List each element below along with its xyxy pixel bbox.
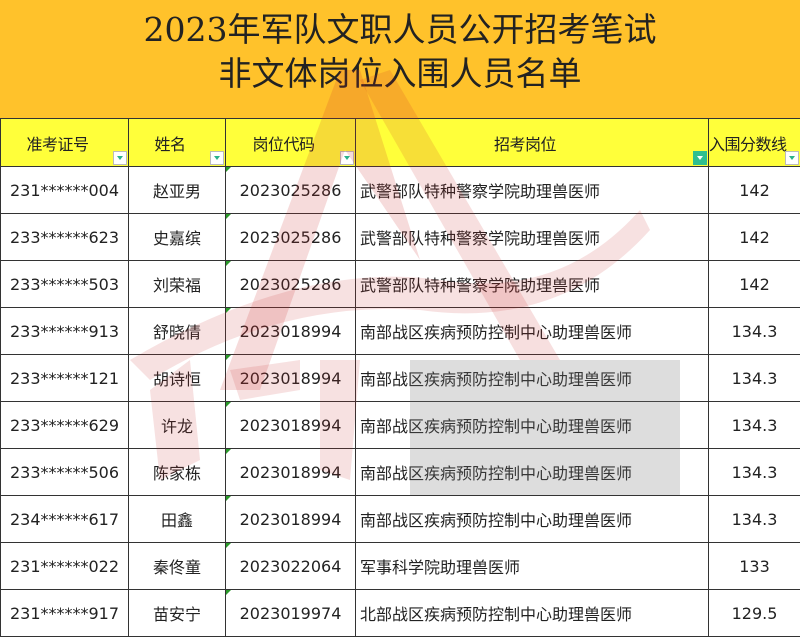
exam-id-cell[interactable]: 233******506 bbox=[1, 449, 129, 496]
name-cell[interactable]: 陈家栋 bbox=[129, 449, 226, 496]
number-as-text-indicator-icon bbox=[226, 308, 231, 313]
number-as-text-indicator-icon bbox=[226, 449, 231, 454]
score-cell[interactable]: 134.3 bbox=[709, 496, 800, 543]
post-code-cell[interactable]: 2023019974 bbox=[226, 590, 356, 637]
name-cell[interactable]: 刘荣福 bbox=[129, 261, 226, 308]
post-code-cell[interactable]: 2023022064 bbox=[226, 543, 356, 590]
score-cell[interactable]: 134.3 bbox=[709, 308, 800, 355]
number-as-text-indicator-icon bbox=[226, 355, 231, 360]
name-cell[interactable]: 秦佟童 bbox=[129, 543, 226, 590]
column-header: 岗位代码 bbox=[226, 119, 356, 167]
post-code-cell[interactable]: 2023025286 bbox=[226, 261, 356, 308]
title-line-1: 2023年军队文职人员公开招考笔试 bbox=[0, 8, 800, 52]
name-cell[interactable]: 许龙 bbox=[129, 402, 226, 449]
column-header-label: 招考岗位 bbox=[494, 135, 556, 154]
score-cell[interactable]: 142 bbox=[709, 214, 800, 261]
number-as-text-indicator-icon bbox=[226, 261, 231, 266]
score-cell[interactable]: 134.3 bbox=[709, 449, 800, 496]
post-code-cell[interactable]: 2023018994 bbox=[226, 496, 356, 543]
number-as-text-indicator-icon bbox=[226, 590, 231, 595]
job-title-cell[interactable]: 南部战区疾病预防控制中心助理兽医师 bbox=[356, 402, 709, 449]
column-header: 入围分数线 bbox=[709, 119, 800, 167]
name-cell[interactable]: 舒晓倩 bbox=[129, 308, 226, 355]
name-cell[interactable]: 苗安宁 bbox=[129, 590, 226, 637]
title-line-2: 非文体岗位入围人员名单 bbox=[0, 52, 800, 96]
job-title-cell[interactable]: 南部战区疾病预防控制中心助理兽医师 bbox=[356, 449, 709, 496]
column-header-label: 姓名 bbox=[154, 135, 185, 154]
header-row: 准考证号 姓名 岗位代码 招考岗位 入围分数线 bbox=[1, 119, 800, 167]
post-code-cell[interactable]: 2023018994 bbox=[226, 355, 356, 402]
job-title-cell[interactable]: 北部战区疾病预防控制中心助理兽医师 bbox=[356, 590, 709, 637]
number-as-text-indicator-icon bbox=[226, 402, 231, 407]
filter-dropdown-icon[interactable] bbox=[785, 151, 799, 165]
job-title-cell[interactable]: 武警部队特种警察学院助理兽医师 bbox=[356, 261, 709, 308]
number-as-text-indicator-icon bbox=[226, 543, 231, 548]
sheet-title: 2023年军队文职人员公开招考笔试 非文体岗位入围人员名单 bbox=[0, 0, 800, 118]
score-cell[interactable]: 129.5 bbox=[709, 590, 800, 637]
score-cell[interactable]: 134.3 bbox=[709, 355, 800, 402]
exam-id-cell[interactable]: 233******121 bbox=[1, 355, 129, 402]
post-code-cell[interactable]: 2023018994 bbox=[226, 449, 356, 496]
post-code-cell[interactable]: 2023025286 bbox=[226, 214, 356, 261]
column-header-label: 准考证号 bbox=[26, 135, 88, 154]
filter-active-icon[interactable] bbox=[693, 151, 707, 165]
number-as-text-indicator-icon bbox=[226, 496, 231, 501]
number-as-text-indicator-icon bbox=[226, 214, 231, 219]
score-cell[interactable]: 142 bbox=[709, 261, 800, 308]
score-cell[interactable]: 133 bbox=[709, 543, 800, 590]
number-as-text-indicator-icon bbox=[226, 167, 231, 172]
filter-dropdown-icon[interactable] bbox=[210, 151, 224, 165]
post-code-cell[interactable]: 2023018994 bbox=[226, 402, 356, 449]
exam-id-cell[interactable]: 233******503 bbox=[1, 261, 129, 308]
post-code-cell[interactable]: 2023018994 bbox=[226, 308, 356, 355]
column-header: 姓名 bbox=[129, 119, 226, 167]
column-header-label: 岗位代码 bbox=[252, 135, 314, 154]
exam-id-cell[interactable]: 231******917 bbox=[1, 590, 129, 637]
column-header: 准考证号 bbox=[1, 119, 129, 167]
column-header: 招考岗位 bbox=[356, 119, 709, 167]
name-cell[interactable]: 田鑫 bbox=[129, 496, 226, 543]
name-cell[interactable]: 赵亚男 bbox=[129, 167, 226, 214]
exam-id-cell[interactable]: 233******913 bbox=[1, 308, 129, 355]
score-cell[interactable]: 142 bbox=[709, 167, 800, 214]
name-cell[interactable]: 史嘉缤 bbox=[129, 214, 226, 261]
exam-id-cell[interactable]: 234******617 bbox=[1, 496, 129, 543]
exam-id-cell[interactable]: 231******004 bbox=[1, 167, 129, 214]
job-title-cell[interactable]: 军事科学院助理兽医师 bbox=[356, 543, 709, 590]
exam-id-cell[interactable]: 231******022 bbox=[1, 543, 129, 590]
job-title-cell[interactable]: 武警部队特种警察学院助理兽医师 bbox=[356, 167, 709, 214]
name-cell[interactable]: 胡诗恒 bbox=[129, 355, 226, 402]
exam-id-cell[interactable]: 233******629 bbox=[1, 402, 129, 449]
exam-id-cell[interactable]: 233******623 bbox=[1, 214, 129, 261]
filter-dropdown-icon[interactable] bbox=[340, 151, 354, 165]
filter-dropdown-icon[interactable] bbox=[113, 151, 127, 165]
post-code-cell[interactable]: 2023025286 bbox=[226, 167, 356, 214]
job-title-cell[interactable]: 南部战区疾病预防控制中心助理兽医师 bbox=[356, 496, 709, 543]
job-title-cell[interactable]: 武警部队特种警察学院助理兽医师 bbox=[356, 214, 709, 261]
job-title-cell[interactable]: 南部战区疾病预防控制中心助理兽医师 bbox=[356, 355, 709, 402]
score-cell[interactable]: 134.3 bbox=[709, 402, 800, 449]
column-header-label: 入围分数线 bbox=[709, 135, 787, 154]
job-title-cell[interactable]: 南部战区疾病预防控制中心助理兽医师 bbox=[356, 308, 709, 355]
